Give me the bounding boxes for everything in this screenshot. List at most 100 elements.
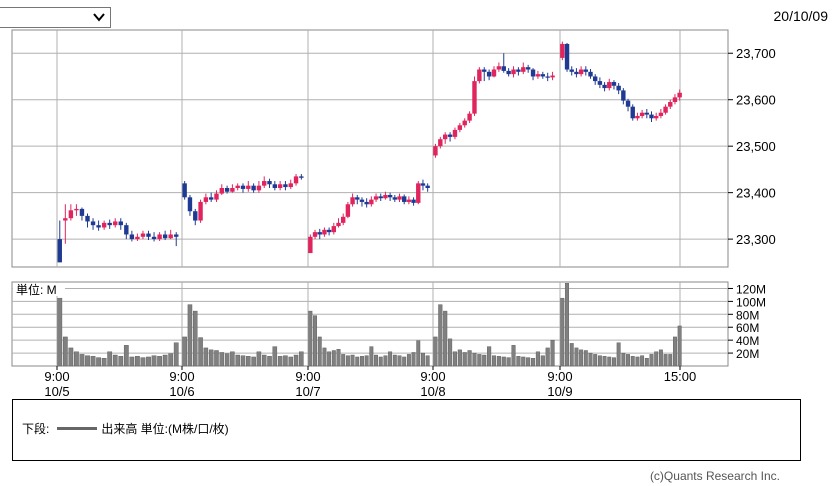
price-tick-label-1: 23,400 [736,186,776,201]
volume-bar [235,354,240,367]
candle-body [182,183,187,198]
candle-body [616,85,621,91]
volume-bar [545,347,550,367]
candle-body [443,134,448,140]
volume-bar [550,339,555,367]
candle-body [113,221,118,226]
volume-bar [630,356,635,367]
x-tick-date-3: 10/8 [420,384,445,399]
volume-bar [496,356,501,367]
candle-body [369,199,374,205]
volume-bar [421,352,425,367]
volume-bar [506,357,511,367]
volume-bar [317,336,322,367]
candle-body [331,226,337,233]
volume-bar [96,357,101,367]
candle-body [438,139,443,147]
candle-body [457,125,463,130]
volume-bar [457,349,462,367]
candle-body [521,67,526,72]
period-select[interactable] [0,7,111,28]
candle-body [658,112,664,116]
volume-tick-label-3: 80M [736,308,759,322]
candle-body [345,204,351,217]
volume-bar [565,283,569,367]
x-axis: 9:0010/59:0010/69:0010/79:0010/89:0010/9… [44,366,696,399]
volume-bar [355,356,360,367]
volume-bar [308,310,313,367]
volume-tick-label-4: 100M [736,295,766,309]
candle-body [597,81,603,85]
volume-bar [516,356,521,367]
x-tick-time-1: 9:00 [169,369,194,384]
candle-body [283,184,288,188]
volume-bar [388,351,393,367]
candle-body [406,199,412,202]
candle-body [251,185,256,191]
volume-bar [487,346,492,367]
legend-label: 出来高 単位:(M株/口/枚) [101,422,229,436]
volume-bar [526,357,531,367]
candle-body [383,194,388,199]
candle-body [146,233,151,237]
candle-body [397,196,402,200]
candle-body [162,234,168,239]
price-y-axis: 23,300 23,400 23,500 23,600 23,700 [728,46,776,247]
volume-tick-label-2: 60M [736,321,759,335]
candle-body [411,199,416,203]
candle-body [639,112,645,116]
candle-body [545,76,550,78]
volume-bar [57,297,63,367]
legend-line-swatch [57,427,98,430]
candle-body [462,120,467,126]
candle-body [516,69,521,72]
volume-bar [663,354,668,367]
candle-body [355,197,360,200]
volume-bar [193,310,198,367]
volume-bar [452,351,457,367]
price-tick-label-0: 23,300 [736,232,776,247]
candle-body [564,43,570,70]
candle-body [224,188,230,192]
volume-bar [74,351,79,367]
candle-body [472,81,477,114]
candle-body [672,97,678,103]
stock-chart: 23,300 23,400 23,500 23,600 23,700 20M40M60M… [11,29,776,399]
volume-bar [677,325,682,367]
volume-bar [583,350,588,367]
candle-body [288,183,293,188]
candle-body [57,239,62,263]
volume-bar [118,356,124,367]
volume-bar [322,347,327,367]
candle-body [272,184,278,188]
volume-bar [644,358,649,367]
candle-body [530,69,536,77]
x-tick-time-4: 9:00 [547,369,572,384]
volume-bar [283,355,288,367]
volume-bar [579,349,584,367]
volume-bar [101,358,107,367]
volume-bar [345,355,350,367]
volume-bar [173,342,179,367]
x-tick-date-4: 10/9 [547,384,572,399]
candle-body [602,84,607,89]
candle-body [124,225,129,235]
volume-bar [602,356,607,367]
candle-body [578,69,584,75]
candle-body [611,82,617,86]
volume-bar [79,354,85,367]
candle-body [256,185,262,191]
x-tick-date-2: 10/7 [295,384,320,399]
volume-bar [626,354,630,367]
chevron-down-icon [93,13,105,22]
candle-body [550,75,555,78]
price-tick-label-3: 23,600 [736,93,776,108]
price-plot-frame [11,29,729,268]
volume-bar [341,354,346,367]
volume-bar [448,338,453,367]
candle-body [569,69,574,72]
volume-bars [57,283,682,367]
volume-bar [560,297,565,367]
volume-bar [288,356,293,367]
